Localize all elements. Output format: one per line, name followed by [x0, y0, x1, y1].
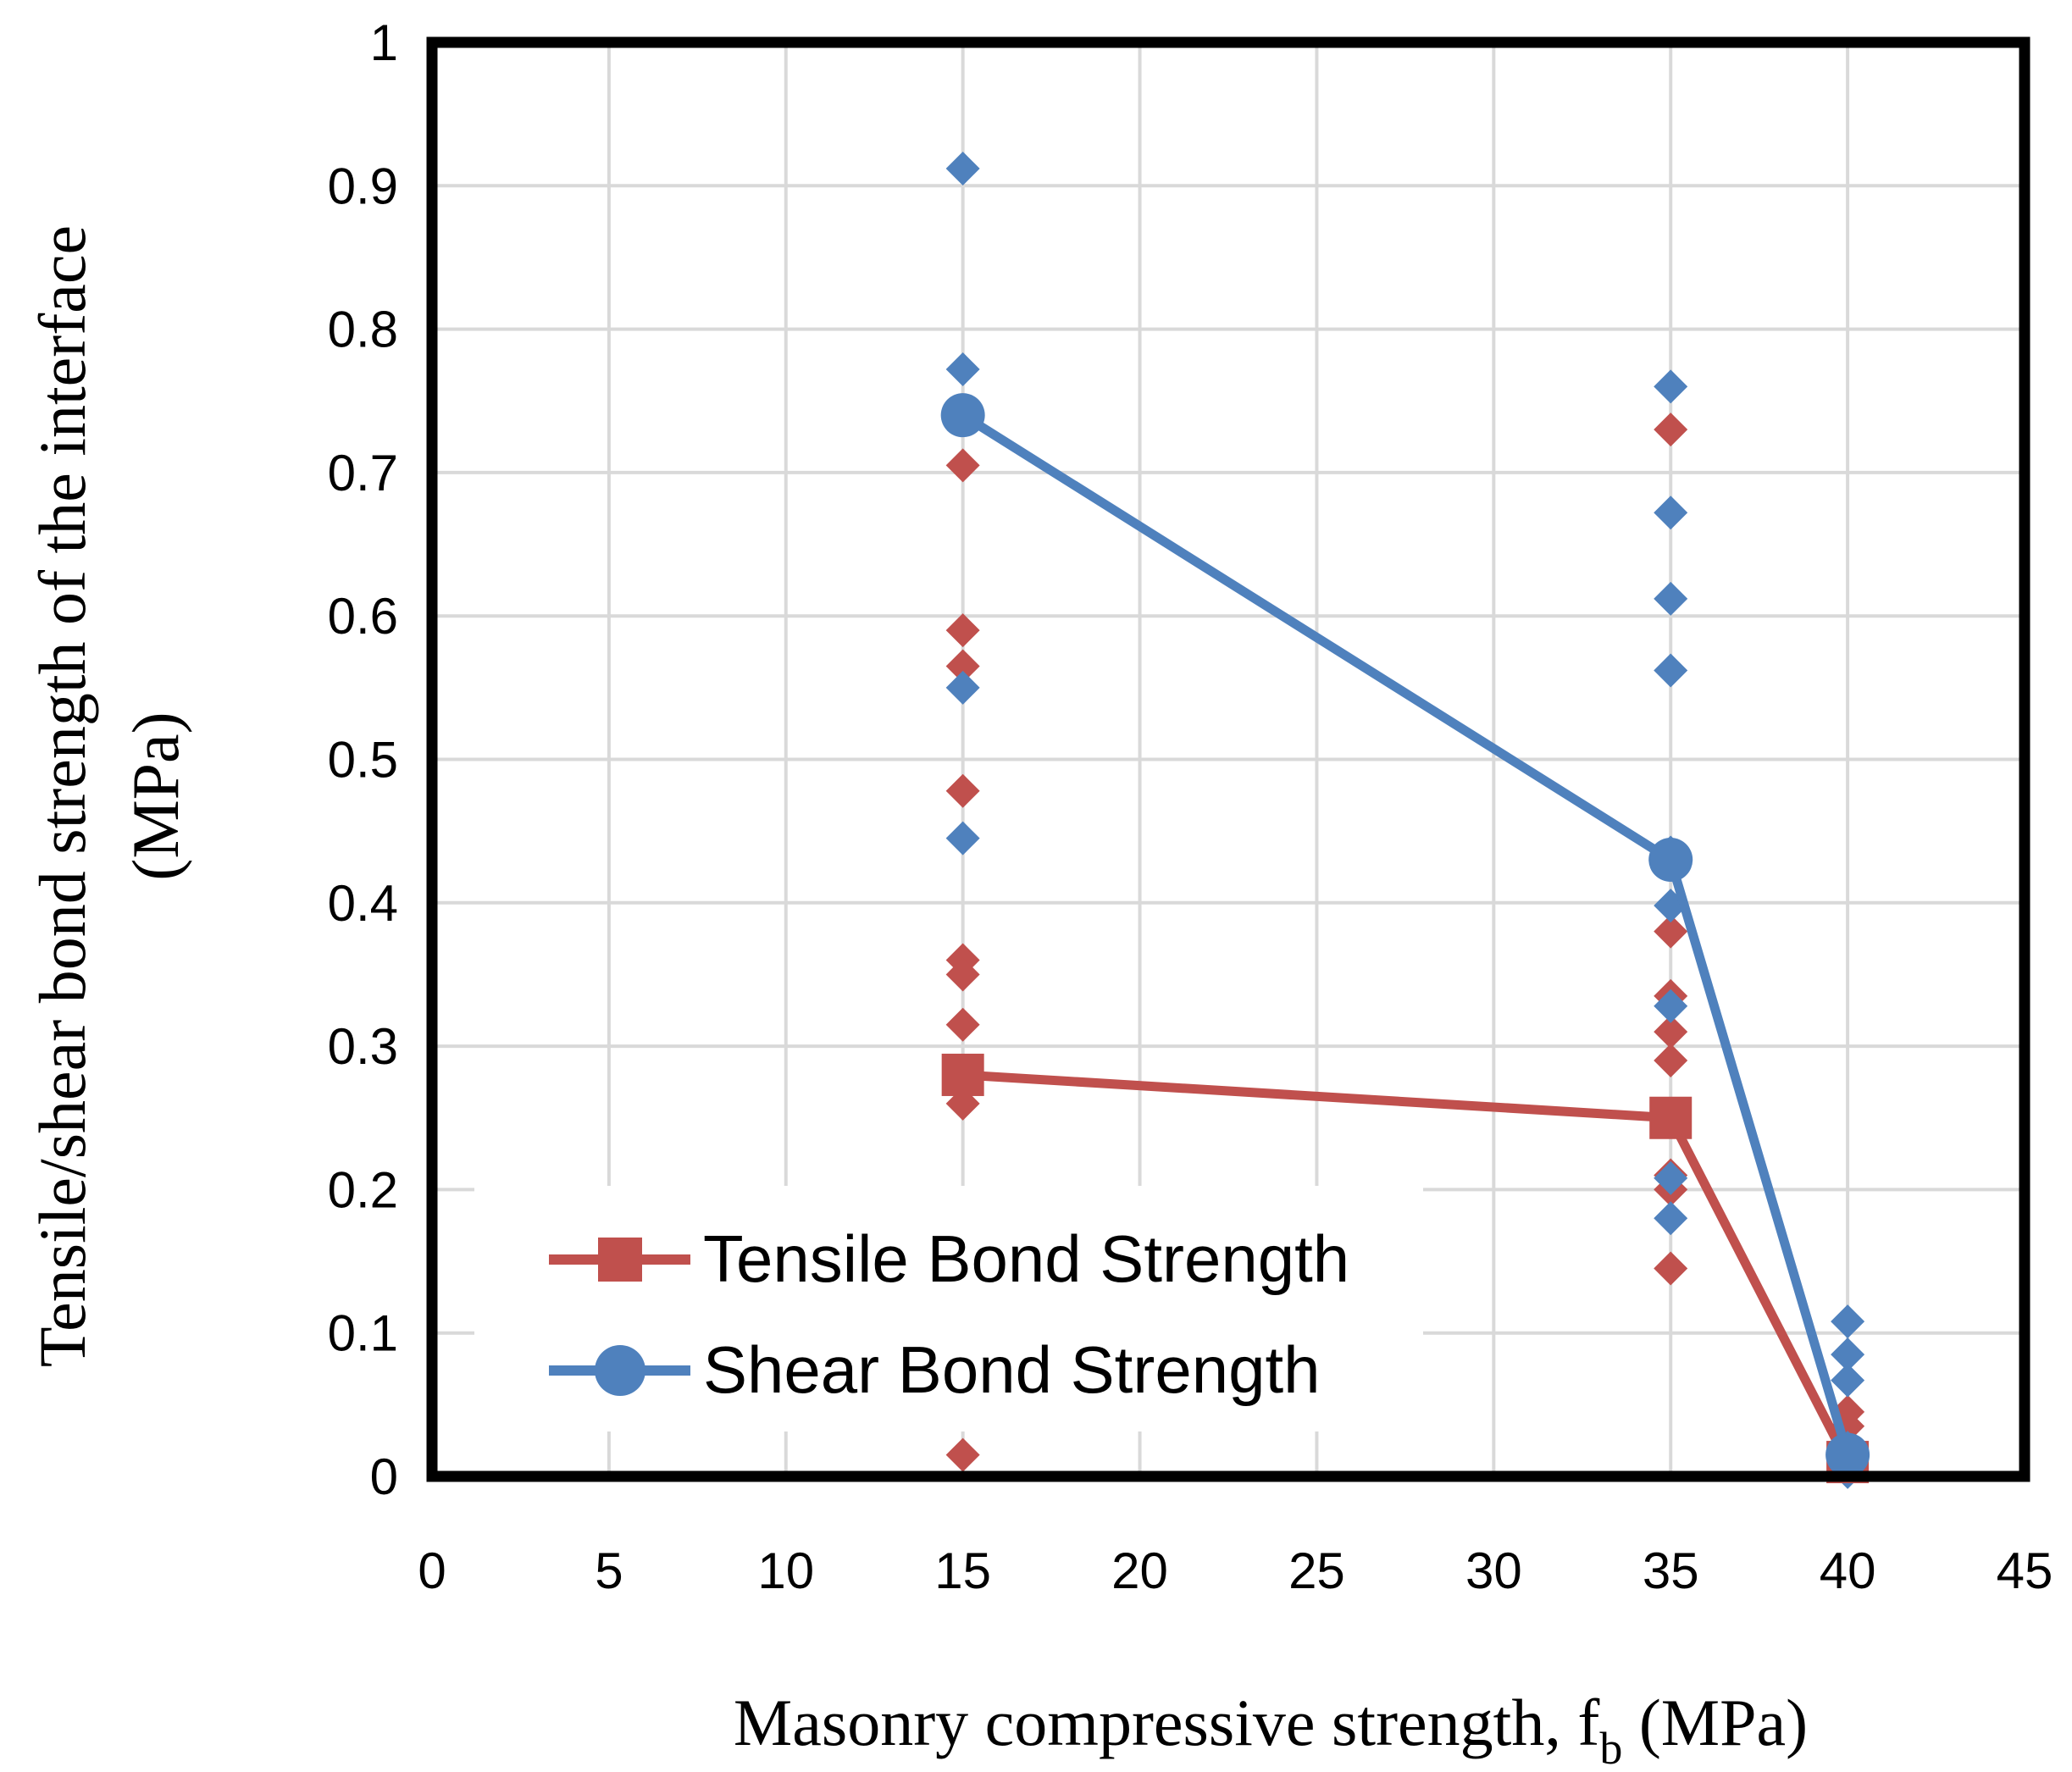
- shear-point: [945, 352, 980, 387]
- legend-label-shear: Shear Bond Strength: [703, 1332, 1321, 1407]
- tensile-point: [945, 1437, 980, 1472]
- tensile-point: [945, 1007, 980, 1042]
- shear-point: [1654, 496, 1688, 530]
- x-tick-label: 5: [595, 1542, 623, 1599]
- shear-point: [1654, 369, 1688, 404]
- shear-mean-marker: [1648, 838, 1693, 883]
- legend-marker-shear: [595, 1345, 645, 1396]
- x-tick-label: 40: [1820, 1542, 1876, 1599]
- shear-mean-marker: [1825, 1432, 1870, 1477]
- y-tick-label: 0.3: [328, 1018, 398, 1075]
- tensile-point: [1654, 413, 1688, 447]
- shear-point: [945, 151, 980, 186]
- tensile-point: [1654, 1015, 1688, 1049]
- shear-point: [1654, 1201, 1688, 1236]
- plot-frame: [426, 36, 2030, 1482]
- shear-point: [1831, 1304, 1865, 1339]
- tensile-point: [1654, 1044, 1688, 1078]
- y-axis-title-line2: (MPa): [119, 712, 192, 880]
- tensile-point: [945, 773, 980, 808]
- x-tick-label: 30: [1465, 1542, 1522, 1599]
- shear-mean-marker: [940, 393, 985, 438]
- shear-point: [1654, 1160, 1688, 1195]
- legend-marker-tensile: [598, 1238, 642, 1282]
- x-tick-label: 0: [418, 1542, 446, 1599]
- x-tick-label: 25: [1288, 1542, 1345, 1599]
- tensile-point: [945, 649, 980, 684]
- y-tick-label: 0.2: [328, 1161, 398, 1218]
- tensile-point: [1654, 1251, 1688, 1286]
- y-tick-label: 1: [370, 14, 398, 71]
- tensile-point: [1654, 914, 1688, 949]
- x-axis-title: Masonry compressive strength, fb (MPa): [734, 1686, 1808, 1772]
- x-tick-label: 15: [934, 1542, 991, 1599]
- y-tick-label: 0.9: [328, 158, 398, 214]
- y-tick-label: 0: [370, 1448, 398, 1505]
- shear-point: [1654, 581, 1688, 616]
- y-tick-label: 0.8: [328, 302, 398, 358]
- y-tick-label: 0.7: [328, 445, 398, 501]
- shear-point: [945, 821, 980, 856]
- x-tick-labels: 0 5 10 15 20 25 30 35 40 45: [418, 1542, 2053, 1599]
- shear-point: [1831, 1363, 1865, 1398]
- y-tick-label: 0.1: [328, 1305, 398, 1362]
- x-tick-label: 20: [1111, 1542, 1168, 1599]
- tensile-point: [945, 613, 980, 648]
- tensile-point: [945, 957, 980, 992]
- shear-point: [945, 670, 980, 705]
- shear-point: [1654, 988, 1688, 1023]
- y-tick-label: 0.4: [328, 875, 398, 932]
- legend: Tensile Bond Strength Shear Bond Strengt…: [474, 1186, 1423, 1431]
- y-axis-title: Tensile/shear bond strength of the inter…: [25, 225, 192, 1367]
- x-tick-label: 10: [757, 1542, 814, 1599]
- y-tick-labels: 0 0.1 0.2 0.3 0.4 0.5 0.6 0.7 0.8 0.9 1: [328, 14, 398, 1505]
- y-tick-label: 0.5: [328, 732, 398, 789]
- x-tick-label: 35: [1643, 1542, 1699, 1599]
- legend-label-tensile: Tensile Bond Strength: [703, 1221, 1349, 1296]
- tensile-point: [945, 448, 980, 483]
- tensile-mean-marker: [1649, 1096, 1693, 1139]
- y-axis-title-line1: Tensile/shear bond strength of the inter…: [25, 225, 99, 1367]
- tensile-mean-marker: [941, 1053, 984, 1096]
- y-tick-label: 0.6: [328, 588, 398, 645]
- shear-point: [1831, 1337, 1865, 1372]
- x-tick-label: 45: [1997, 1542, 2053, 1599]
- shear-point: [1654, 653, 1688, 688]
